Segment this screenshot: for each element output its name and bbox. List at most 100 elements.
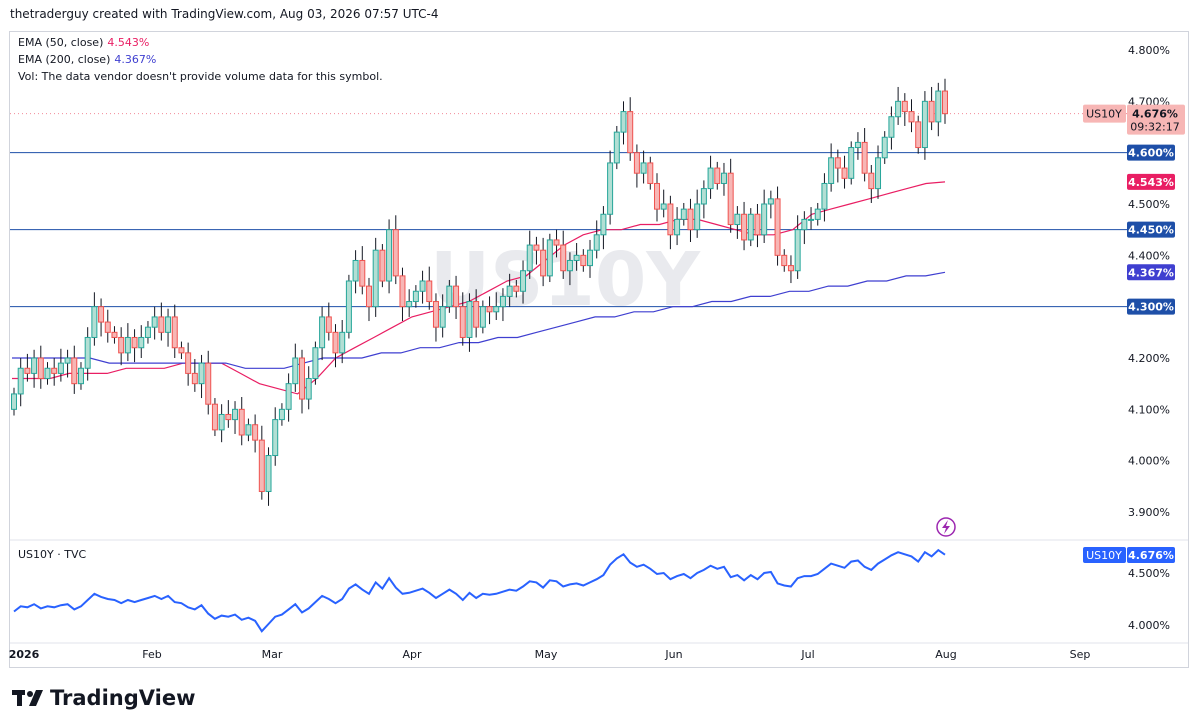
candle-body [44,367,51,380]
candle-body [104,321,111,333]
sub-tick-label: 4.500% [1128,567,1170,580]
candle-body [84,336,91,369]
candle-body [854,141,861,149]
candle-body [580,254,587,267]
ema-badge: 4.543% [1128,176,1174,189]
candle-body [881,136,888,159]
candle-body [895,100,902,118]
candle-body [305,378,312,400]
candle-body [680,208,687,220]
candle-body [118,336,125,354]
candle-body [17,367,24,395]
y-tick-label: 4.400% [1128,249,1170,262]
candle-body [372,249,379,308]
ema50-label: EMA (50, close) [18,36,104,49]
candle-body [935,90,942,123]
candle-body [479,306,486,328]
ema200-line [12,271,946,369]
level-badge-bg [1127,144,1175,161]
candle-body [848,147,855,179]
candle-body [533,244,540,251]
chart-caption: thetraderguy created with TradingView.co… [10,7,439,21]
legend-ema50[interactable]: EMA (50, close) 4.543% [18,36,149,49]
legend-ema200[interactable]: EMA (200, close) 4.367% [18,53,156,66]
candle-body [138,336,145,349]
candle-body [446,285,453,308]
candle-body [386,229,393,282]
candle-body [546,239,553,277]
x-tick-label: May [535,648,558,661]
sub-tick-label: 4.000% [1128,619,1170,632]
price-value-badge: 4.676% [1132,108,1178,121]
candle-body [158,316,165,333]
y-tick-label: 4.200% [1128,352,1170,365]
candle-body [345,280,352,333]
level-badge-bg [1127,298,1175,315]
candle-body [761,203,768,236]
x-tick-label: Sep [1070,648,1091,661]
candle-body [419,280,426,292]
candle-body [794,229,801,272]
candle-body [834,157,841,169]
candle-body [225,413,232,421]
candle-body [359,259,366,287]
candle-body [647,162,654,184]
candle-body [774,198,781,256]
candle-body [24,367,31,374]
candle-body [473,301,480,328]
y-tick-label: 4.500% [1128,198,1170,211]
candle-body [31,357,38,374]
candle-body [325,316,332,333]
x-tick-label: Mar [262,648,283,661]
legend-volume-note: Vol: The data vendor doesn't provide vol… [18,70,383,83]
candle-body [560,244,567,272]
candle-body [71,357,78,385]
ema-badge: 4.367% [1128,266,1174,279]
candle-body [252,424,259,441]
tradingview-logo[interactable]: TradingView [12,686,195,710]
level-badge: 4.600% [1128,147,1174,160]
candle-body [828,157,835,184]
candle-body [627,111,634,154]
candle-body [747,213,754,241]
candle-body [801,218,808,231]
candle-body [814,208,821,220]
candle-body [540,249,547,277]
subpane-line [13,548,946,633]
y-tick-label: 4.100% [1128,403,1170,416]
subpane-label: US10Y · TVC [18,548,87,561]
candle-body [754,213,761,236]
candle-body [787,265,794,272]
candle-body [432,301,439,328]
candle-body [607,162,614,215]
candle-body [365,285,372,308]
candle-body [11,393,17,410]
brand-name: TradingView [50,686,196,710]
candle-body [459,306,466,338]
ema200-label: EMA (200, close) [18,53,111,66]
candle-body [412,290,419,303]
candle-body [707,167,714,190]
candle-body [700,188,707,205]
candle-body [439,306,446,328]
candle-body [633,152,640,174]
y-tick-label: 4.000% [1128,455,1170,468]
candle-body [238,408,245,436]
price-symbol-badge-bg [1083,104,1126,123]
candle-body [178,347,185,354]
candle-body [741,213,748,241]
candle-body [915,121,922,149]
candle-body [198,362,205,385]
candle-body [453,285,460,308]
candle-body [674,218,681,236]
candle-body [875,157,882,190]
candle-body [640,162,647,174]
flash-icon[interactable] [936,517,956,537]
candle-body [165,316,172,333]
ema50-value: 4.543% [107,36,150,49]
sub-symbol-badge: US10Y [1086,549,1122,562]
candle-body [352,259,359,282]
x-tick-label: Aug [935,648,956,661]
candle-body [720,172,727,184]
